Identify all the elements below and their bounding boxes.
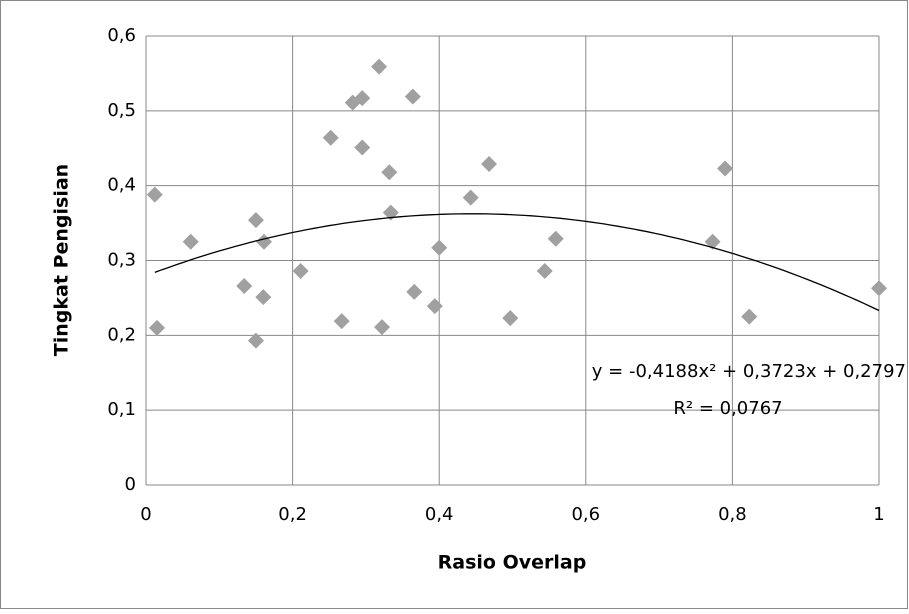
point <box>146 186 163 203</box>
point <box>236 277 253 294</box>
point <box>717 160 734 177</box>
point <box>536 262 553 279</box>
point <box>354 139 371 156</box>
point <box>354 90 371 107</box>
point <box>406 283 423 300</box>
trendline-r2: R² = 0,0767 <box>673 398 782 419</box>
point <box>371 58 388 75</box>
point <box>148 319 165 336</box>
trendline-equation: y = -0,4188x² + 0,3723x + 0,2797 <box>592 361 906 382</box>
point <box>426 298 443 315</box>
y-tick-label: 0,2 <box>107 324 136 345</box>
x-tick-label: 0,2 <box>278 504 307 525</box>
point <box>255 289 272 306</box>
y-tick-label: 0,5 <box>107 100 136 121</box>
x-tick-label: 0 <box>140 504 151 525</box>
point <box>381 164 398 181</box>
x-axis-label: Rasio Overlap <box>438 552 587 574</box>
point <box>292 262 309 279</box>
point <box>547 230 564 247</box>
y-tick-label: 0,3 <box>107 250 136 271</box>
point <box>481 155 498 172</box>
point <box>182 233 199 250</box>
x-tick-label: 0,4 <box>425 504 454 525</box>
point <box>871 280 887 297</box>
point <box>247 212 264 229</box>
y-tick-label: 0 <box>125 474 136 495</box>
point <box>404 88 421 105</box>
point <box>247 332 264 349</box>
x-tick-label: 0,6 <box>571 504 600 525</box>
point <box>741 308 758 325</box>
trendline <box>154 213 880 312</box>
y-axis-label: Tingkat Pengisian <box>51 164 73 356</box>
point <box>333 313 350 330</box>
y-tick-label: 0,4 <box>107 175 136 196</box>
x-tick-label: 1 <box>873 504 884 525</box>
point <box>462 189 479 206</box>
point <box>322 129 339 146</box>
point <box>502 310 519 327</box>
y-tick-label: 0,1 <box>107 399 136 420</box>
point <box>374 319 391 336</box>
point <box>431 239 448 256</box>
y-tick-label: 0,6 <box>107 25 136 46</box>
x-tick-label: 0,8 <box>718 504 747 525</box>
